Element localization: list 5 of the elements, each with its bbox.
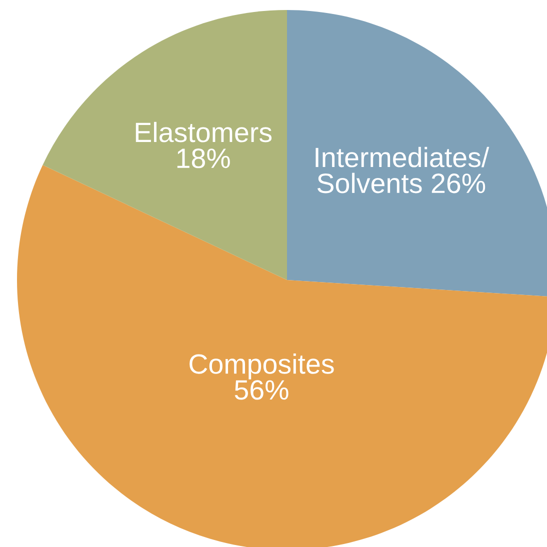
slice-label: Intermediates/ Solvents 26%: [316, 146, 490, 194]
slice-label: Elastomers: [136, 122, 272, 142]
slice-label: Composites: [190, 353, 334, 380]
data-label: 56%: [234, 380, 288, 400]
data-label: 18%: [177, 148, 230, 168]
